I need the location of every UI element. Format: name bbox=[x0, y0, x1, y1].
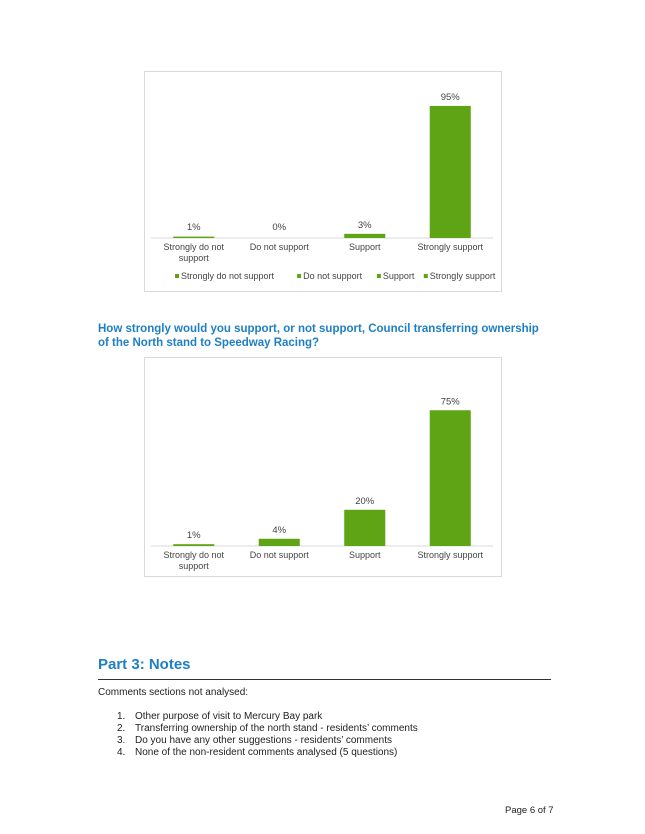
legend-swatch-0 bbox=[175, 274, 179, 278]
data-label-2: 20% bbox=[355, 496, 375, 507]
bar-0 bbox=[173, 544, 215, 546]
legend-swatch-2 bbox=[376, 274, 381, 278]
page-number: Page 6 of 7 bbox=[505, 805, 554, 816]
category-label-1: Do not support bbox=[250, 242, 310, 252]
bar-2 bbox=[344, 233, 386, 238]
data-label-3: 95% bbox=[441, 92, 461, 103]
question-heading: How strongly would you support, or not s… bbox=[98, 323, 539, 349]
category-label-0: Strongly do not bbox=[163, 242, 224, 252]
category-label-1: Do not support bbox=[250, 550, 310, 560]
category-label-2: Support bbox=[349, 242, 381, 252]
list-item: 1. Other purpose of visit to Mercury Bay … bbox=[117, 711, 323, 722]
data-label-0: 1% bbox=[187, 530, 201, 541]
category-label-0: support bbox=[179, 253, 210, 263]
notes-list: 1. Other purpose of visit to Mercury Bay … bbox=[117, 711, 418, 759]
bar-2 bbox=[344, 509, 386, 546]
legend-swatch-3 bbox=[423, 274, 428, 278]
chart-2: 1% Strongly do not support 4% Do not support… bbox=[144, 357, 502, 577]
data-label-1: 4% bbox=[272, 525, 286, 536]
legend-entry-3: Strongly support bbox=[430, 271, 496, 281]
category-label-0: Strongly do not bbox=[163, 550, 224, 560]
list-item: 3. Do you have any other suggestions - re… bbox=[117, 735, 392, 746]
chart-1: 1% Strongly do not support 0% Do not support… bbox=[144, 71, 502, 292]
data-label-1: 0% bbox=[272, 222, 286, 233]
list-item: 4. None of the non-resident comments anal… bbox=[117, 747, 398, 758]
data-label-2: 3% bbox=[358, 220, 372, 231]
bar-0 bbox=[173, 236, 215, 238]
bar-3 bbox=[429, 105, 471, 238]
list-item: 2. Transferring ownership of the north st… bbox=[117, 723, 418, 734]
legend-entry-1: Do not support bbox=[303, 271, 363, 281]
section-divider bbox=[98, 679, 551, 680]
category-label-3: Strongly support bbox=[417, 550, 483, 560]
category-label-2: Support bbox=[349, 550, 381, 560]
notes-intro: Comments sections not analysed: bbox=[98, 687, 249, 698]
category-label-3: Strongly support bbox=[417, 242, 483, 252]
data-label-3: 75% bbox=[441, 396, 461, 407]
section-title: Part 3: Notes bbox=[98, 656, 191, 673]
legend-swatch-1 bbox=[297, 274, 302, 278]
legend-entry-0: Strongly do not support bbox=[181, 271, 275, 281]
bar-3 bbox=[429, 410, 471, 546]
bar-1 bbox=[258, 538, 300, 546]
category-label-0: support bbox=[179, 561, 210, 571]
data-label-0: 1% bbox=[187, 222, 201, 233]
legend-entry-2: Support bbox=[383, 271, 415, 281]
